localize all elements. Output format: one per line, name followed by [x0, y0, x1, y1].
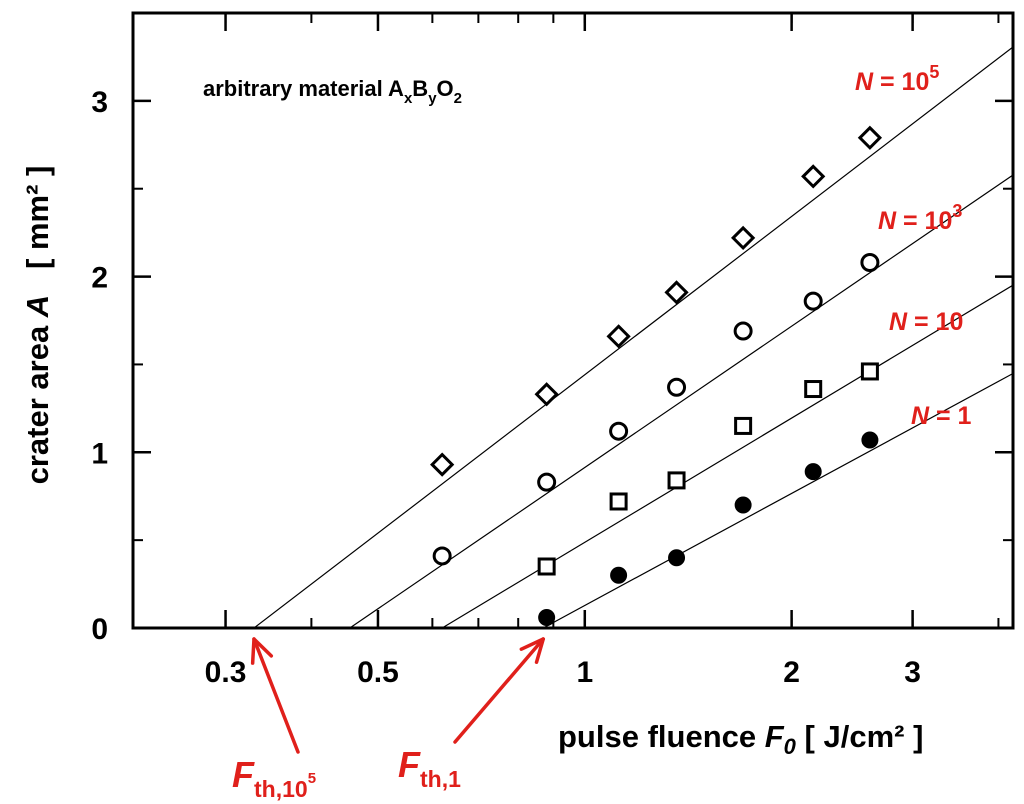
y-tick-label: 2: [91, 262, 108, 295]
material-annotation: arbitrary material AxByO2: [203, 76, 462, 107]
marker-n-1: [804, 463, 822, 481]
series-label-n-105: N = 105: [855, 62, 939, 96]
x-tick-label: 2: [783, 656, 800, 689]
x-tick-label: 1: [576, 656, 593, 689]
marker-n-105: [430, 452, 455, 477]
marker-n-105: [731, 225, 756, 251]
marker-n-10: [804, 380, 823, 399]
marker-n-1: [861, 431, 879, 449]
marker-n-10: [860, 362, 879, 381]
marker-n-105: [801, 164, 826, 189]
x-axis-title: pulse fluence F0 [ J/cm² ]: [558, 719, 923, 759]
axis-ticks: [133, 13, 1013, 628]
marker-n-105: [857, 125, 883, 150]
marker-n-105: [534, 382, 559, 407]
axis-tick-labels: 0.3 0.5 1 2 3 0 1 2 3: [91, 86, 921, 689]
x-tick-label: 3: [904, 656, 921, 689]
y-tick-label: 0: [91, 613, 108, 646]
fit-line-n-10: [441, 284, 1013, 628]
x-tick-label: 0.5: [357, 656, 399, 689]
fit-line-n-1: [542, 372, 1013, 628]
series-label-n-1: N = 1: [911, 402, 972, 430]
threshold-arrow-shaft: [453, 637, 545, 744]
marker-n-10: [537, 557, 556, 576]
marker-n-10: [734, 416, 753, 435]
marker-n-103: [432, 546, 452, 566]
plot-frame: [131, 11, 1015, 630]
threshold-arrow-head: [519, 637, 545, 664]
y-tick-label: 1: [91, 437, 108, 470]
threshold-label: Fth,105: [232, 754, 316, 802]
threshold-arrow-head: [250, 637, 274, 665]
marker-n-103: [667, 377, 687, 397]
fit-line-n-103: [349, 174, 1013, 628]
threshold-arrows: Fth,105 Fth,1: [232, 637, 545, 802]
marker-n-1: [734, 496, 752, 514]
marker-n-103: [860, 253, 880, 273]
marker-n-1: [538, 608, 556, 626]
marker-n-105: [606, 324, 631, 349]
marker-n-105: [664, 280, 689, 305]
data-markers: [430, 125, 883, 626]
fit-line-n-105: [253, 46, 1013, 628]
fit-lines: [253, 46, 1013, 628]
y-axis-title: crater area A [ mm² ]: [20, 166, 55, 485]
y-tick-label: 3: [91, 86, 108, 119]
marker-n-103: [733, 321, 753, 341]
threshold-arrow-shaft: [252, 637, 300, 754]
marker-n-1: [668, 549, 686, 567]
marker-n-103: [609, 421, 629, 441]
marker-n-103: [537, 472, 557, 492]
series-label-n-103: N = 103: [878, 201, 962, 235]
marker-n-10: [609, 492, 628, 511]
series-labels: N = 105 N = 103 N = 10 N = 1: [855, 62, 972, 430]
threshold-label: Fth,1: [398, 744, 461, 792]
series-label-n-10: N = 10: [889, 308, 963, 336]
marker-n-103: [803, 291, 823, 311]
marker-n-1: [610, 566, 628, 584]
marker-n-10: [667, 471, 686, 490]
x-tick-label: 0.3: [205, 656, 247, 689]
